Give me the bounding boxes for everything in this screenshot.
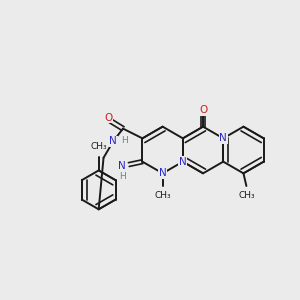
Text: CH₃: CH₃ xyxy=(90,142,107,151)
Text: N: N xyxy=(110,136,117,146)
Text: N: N xyxy=(179,157,187,167)
Text: N: N xyxy=(159,168,167,178)
Text: H: H xyxy=(121,136,128,145)
Text: N: N xyxy=(219,133,227,143)
Text: O: O xyxy=(199,105,207,115)
Text: H: H xyxy=(120,172,126,182)
Text: CH₃: CH₃ xyxy=(154,191,171,200)
Text: CH₃: CH₃ xyxy=(238,191,255,200)
Text: N: N xyxy=(118,160,126,171)
Text: O: O xyxy=(104,113,112,123)
